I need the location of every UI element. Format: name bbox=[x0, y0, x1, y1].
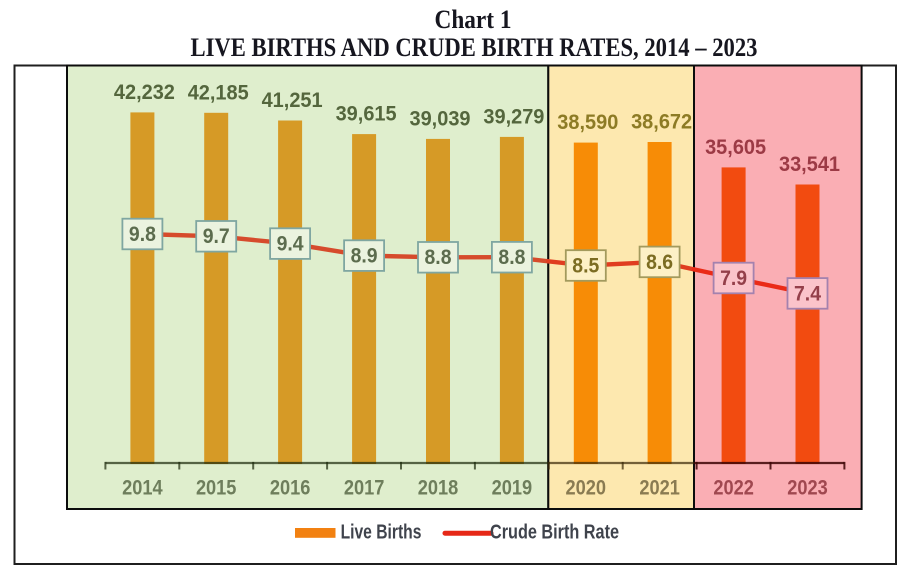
svg-text:8.6: 8.6 bbox=[646, 251, 673, 274]
svg-text:7.9: 7.9 bbox=[720, 267, 747, 290]
svg-text:9.8: 9.8 bbox=[129, 223, 156, 246]
svg-text:2023: 2023 bbox=[787, 476, 828, 500]
svg-text:9.7: 9.7 bbox=[203, 225, 230, 248]
svg-text:35,605: 35,605 bbox=[705, 136, 766, 159]
svg-text:LIVE BIRTHS AND CRUDE BIRTH RA: LIVE BIRTHS AND CRUDE BIRTH RATES, 2014 … bbox=[191, 33, 758, 62]
svg-text:39,039: 39,039 bbox=[410, 107, 471, 130]
svg-text:42,185: 42,185 bbox=[188, 81, 249, 104]
svg-text:38,590: 38,590 bbox=[557, 111, 618, 134]
svg-text:8.8: 8.8 bbox=[498, 246, 525, 269]
svg-text:Live Births: Live Births bbox=[341, 522, 422, 544]
svg-text:9.4: 9.4 bbox=[277, 233, 304, 256]
svg-text:2022: 2022 bbox=[713, 476, 754, 500]
svg-text:39,615: 39,615 bbox=[336, 103, 397, 126]
svg-text:2019: 2019 bbox=[492, 476, 533, 500]
svg-text:Crude Birth Rate: Crude Birth Rate bbox=[490, 522, 619, 544]
svg-text:39,279: 39,279 bbox=[483, 105, 544, 128]
svg-text:2020: 2020 bbox=[566, 476, 607, 500]
svg-text:2014: 2014 bbox=[122, 476, 163, 500]
svg-text:41,251: 41,251 bbox=[262, 89, 323, 112]
svg-text:38,672: 38,672 bbox=[631, 111, 692, 134]
svg-text:8.5: 8.5 bbox=[572, 254, 599, 277]
svg-text:2017: 2017 bbox=[344, 476, 385, 500]
svg-text:33,541: 33,541 bbox=[779, 153, 840, 176]
svg-text:2021: 2021 bbox=[639, 476, 680, 500]
svg-text:2015: 2015 bbox=[196, 476, 237, 500]
svg-text:Chart 1: Chart 1 bbox=[435, 5, 512, 34]
svg-text:7.4: 7.4 bbox=[794, 282, 821, 305]
svg-text:2018: 2018 bbox=[418, 476, 459, 500]
svg-text:8.9: 8.9 bbox=[351, 245, 378, 268]
svg-text:8.8: 8.8 bbox=[425, 246, 452, 269]
svg-text:42,232: 42,232 bbox=[114, 81, 175, 104]
svg-text:2016: 2016 bbox=[270, 476, 311, 500]
